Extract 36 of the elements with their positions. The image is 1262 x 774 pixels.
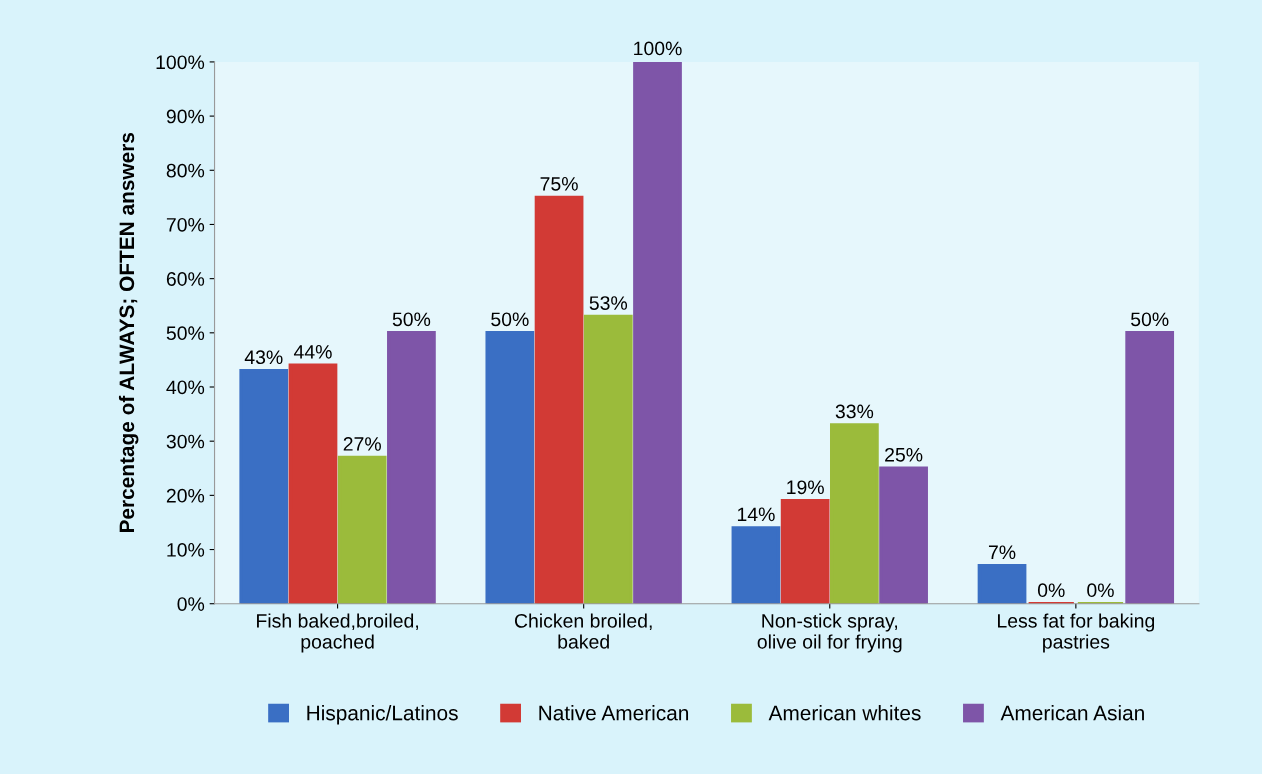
y-tick-label: 80%	[166, 163, 205, 178]
y-tick-label: 10%	[167, 543, 205, 557]
x-tick-label: Non-stick spray, olive oil for frying	[757, 613, 902, 653]
y-tick-label: 30%	[166, 434, 205, 449]
data-label: 0%	[1087, 583, 1114, 598]
y-tick-label: 50%	[166, 326, 205, 341]
y-tick-label: 0%	[177, 597, 205, 611]
y-tick-label: 20%	[166, 488, 205, 503]
data-label: 50%	[1131, 312, 1169, 327]
legend-label: American whites	[768, 705, 921, 721]
data-label: 53%	[589, 296, 628, 310]
legend-label: American Asian	[1000, 705, 1144, 721]
data-label: 14%	[737, 507, 775, 522]
y-tick-label: 100%	[156, 55, 205, 70]
y-tick-label: 60%	[166, 272, 205, 286]
x-tick-label: Chicken broiled, baked	[514, 613, 652, 649]
data-label: 33%	[835, 404, 874, 419]
data-label: 27%	[343, 437, 381, 451]
data-label: 0%	[1037, 583, 1065, 598]
legend-label: Hispanic/Latinos	[307, 705, 458, 725]
x-tick-label: Fish baked,broiled, poached	[257, 613, 418, 653]
x-tick-label: Less fat for baking pastries	[998, 613, 1155, 653]
data-label: 50%	[392, 312, 431, 327]
data-label: 43%	[244, 350, 283, 365]
data-label: 50%	[491, 312, 529, 327]
y-tick-label: 90%	[166, 109, 205, 124]
y-tick-label: 40%	[166, 380, 205, 395]
y-axis-title: Percentage of ALWAYS; OFTEN answers	[118, 132, 139, 533]
legend-label: Native American	[539, 705, 689, 721]
y-tick-label: 70%	[166, 217, 205, 232]
data-label: 75%	[540, 177, 578, 191]
data-label: 100%	[634, 41, 682, 56]
data-label: 44%	[293, 345, 332, 359]
data-label: 19%	[787, 480, 824, 495]
data-label: 25%	[885, 447, 923, 462]
data-label: 7%	[988, 545, 1016, 560]
